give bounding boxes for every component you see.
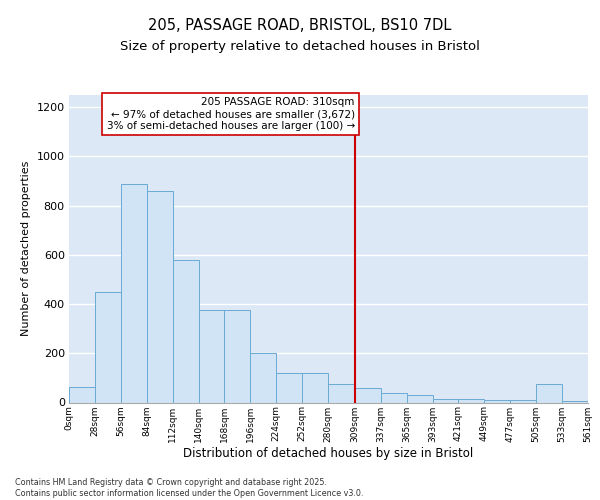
Text: Contains HM Land Registry data © Crown copyright and database right 2025.
Contai: Contains HM Land Registry data © Crown c… <box>15 478 364 498</box>
Bar <box>224 310 250 402</box>
Bar <box>276 373 302 402</box>
Bar <box>121 184 147 402</box>
Bar <box>302 373 328 402</box>
Bar <box>407 395 433 402</box>
Bar <box>173 260 199 402</box>
Bar <box>250 354 276 403</box>
Bar <box>433 399 458 402</box>
Text: Size of property relative to detached houses in Bristol: Size of property relative to detached ho… <box>120 40 480 53</box>
Bar <box>147 191 173 402</box>
Y-axis label: Number of detached properties: Number of detached properties <box>21 161 31 336</box>
Text: 205, PASSAGE ROAD, BRISTOL, BS10 7DL: 205, PASSAGE ROAD, BRISTOL, BS10 7DL <box>148 18 452 32</box>
Bar <box>510 400 536 402</box>
Bar <box>458 399 484 402</box>
Bar <box>328 384 354 402</box>
Bar <box>484 400 510 402</box>
Bar <box>69 386 95 402</box>
X-axis label: Distribution of detached houses by size in Bristol: Distribution of detached houses by size … <box>184 447 473 460</box>
Bar <box>199 310 224 402</box>
Text: 205 PASSAGE ROAD: 310sqm
← 97% of detached houses are smaller (3,672)
3% of semi: 205 PASSAGE ROAD: 310sqm ← 97% of detach… <box>107 98 355 130</box>
Bar <box>355 388 381 402</box>
Bar <box>536 384 562 402</box>
Bar <box>95 292 121 403</box>
Bar <box>381 392 407 402</box>
